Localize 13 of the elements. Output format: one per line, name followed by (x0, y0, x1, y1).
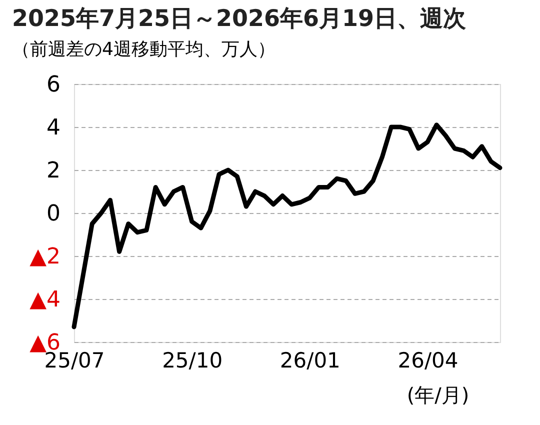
x-tick-label: 26/01 (280, 348, 340, 372)
y-tick-label: 4 (46, 116, 60, 140)
y-tick-label: 6 (46, 72, 60, 98)
y-tick-label: ▲2 (30, 244, 60, 270)
chart-subtitle: （前週差の4週移動平均、万人） (12, 39, 276, 60)
y-tick-label: 2 (46, 158, 60, 184)
x-tick-label: 26/04 (398, 348, 458, 372)
y-tick-label: 0 (46, 202, 60, 226)
line-series (72, 122, 502, 330)
x-tick-label: 25/10 (162, 348, 223, 372)
y-tick-label: ▲4 (30, 288, 60, 312)
text: (年/月) (406, 383, 470, 407)
chart-title: 2025年7月25日～2026年6月19日、週次 (12, 6, 468, 32)
